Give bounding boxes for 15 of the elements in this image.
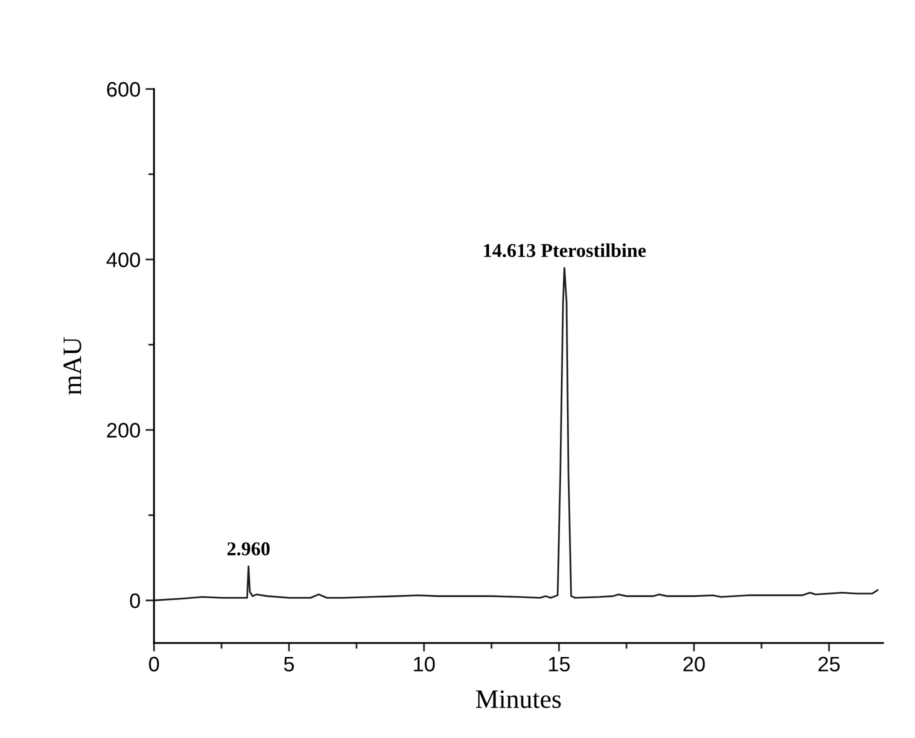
x-axis-title: Minutes <box>476 690 561 708</box>
annotation: 2.960 <box>227 542 270 556</box>
x-tick-label: 0 <box>149 656 159 672</box>
y-tick-label: 200 <box>107 422 140 438</box>
x-tick-label: 25 <box>818 656 840 672</box>
x-tick-label: 5 <box>284 656 294 672</box>
y-axis-title: mAU <box>64 337 82 395</box>
x-tick-label: 20 <box>683 656 705 672</box>
y-tick-label: 0 <box>130 593 140 608</box>
line-series <box>154 267 878 602</box>
x-tick-label: 15 <box>549 656 570 672</box>
y-tick-label: 400 <box>106 252 140 268</box>
y-tick-label: 600 <box>107 82 140 97</box>
x-tick-label: 10 <box>414 656 435 672</box>
annotation: 14.613 Pterostilbine <box>484 243 646 258</box>
